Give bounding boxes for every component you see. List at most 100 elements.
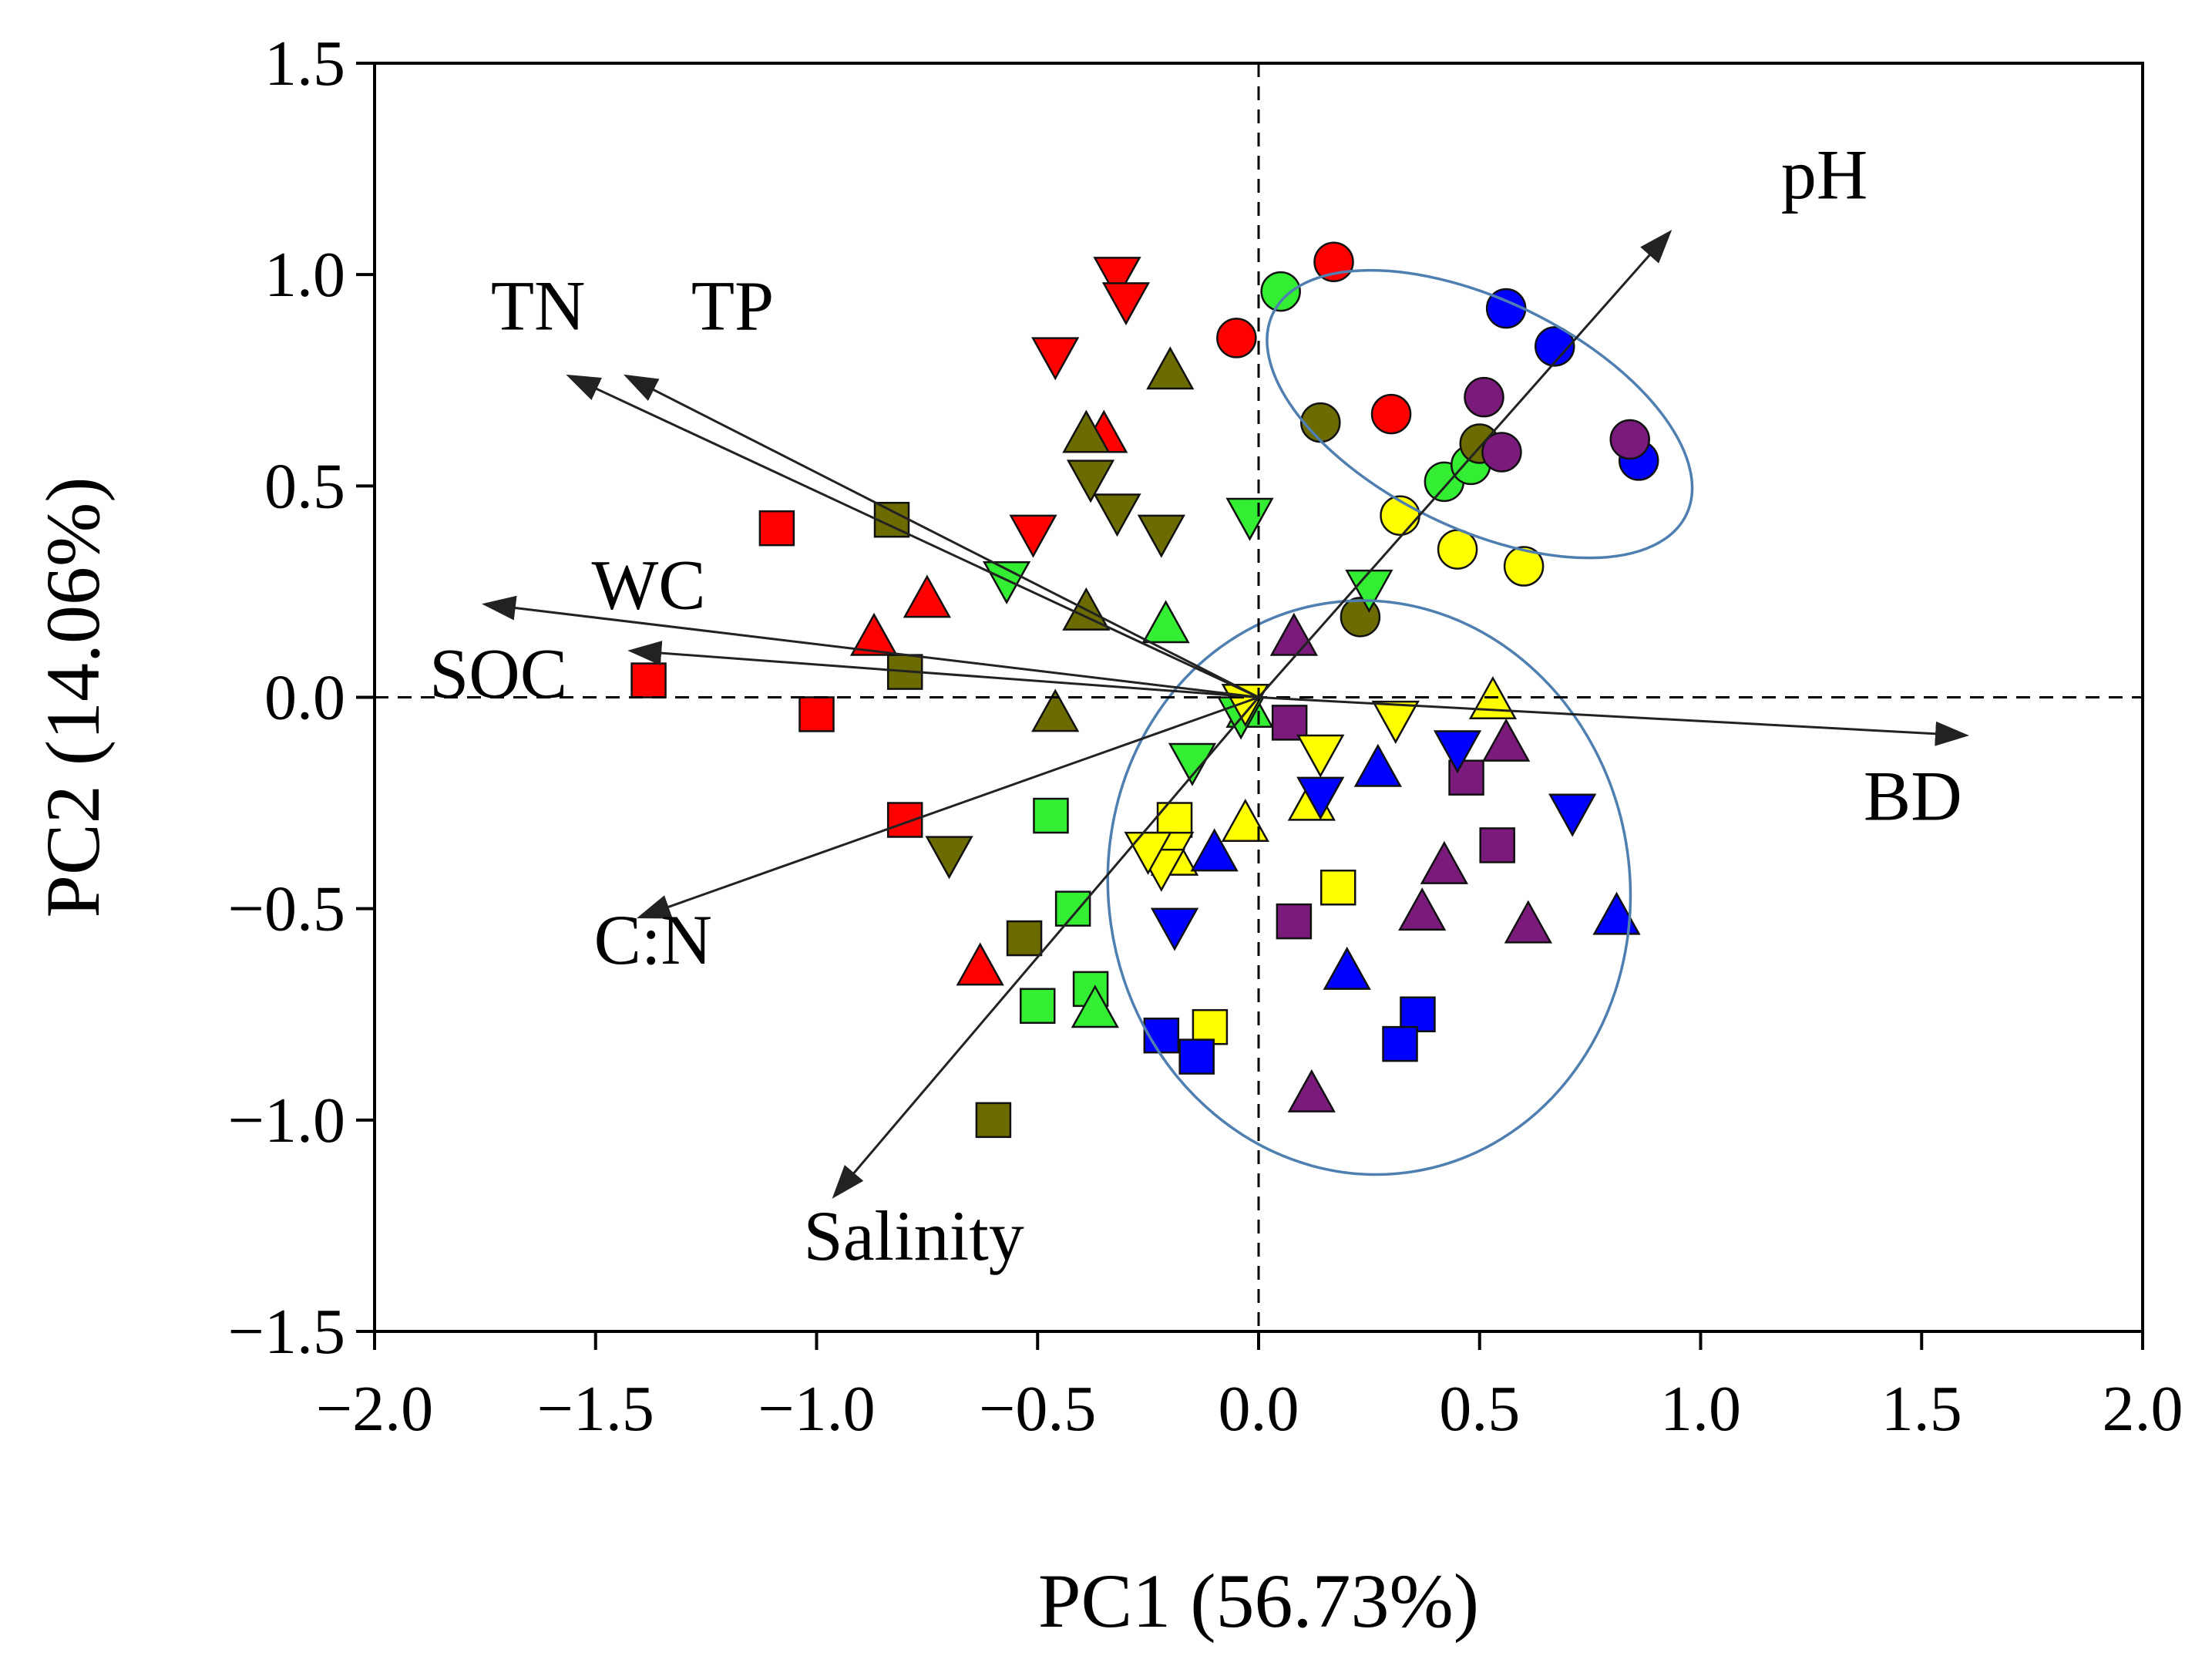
circle-point-red <box>1216 318 1257 358</box>
triangle-down-point-green <box>1168 742 1217 786</box>
vector-salinity <box>832 696 1260 1199</box>
square-point-olive <box>1006 920 1043 957</box>
circle-point-green <box>1260 271 1301 312</box>
square-point-purple <box>1479 827 1515 863</box>
x-tick-label: 1.0 <box>1660 1373 1741 1445</box>
triangle-up-point-red <box>849 612 899 656</box>
cluster-ellipse-2 <box>1106 599 1632 1176</box>
triangle-down-point-yellow <box>1124 831 1172 875</box>
square-point-olive <box>975 1102 1012 1139</box>
square-point-red <box>758 510 795 547</box>
triangle-up-point-purple <box>1287 1069 1336 1112</box>
y-tick-label: 1.0 <box>264 239 345 311</box>
circle-point-purple <box>1481 432 1522 473</box>
square-point-yellow <box>1319 870 1356 906</box>
triangle-up-point-green <box>1071 984 1119 1028</box>
triangle-up-point-olive <box>1062 409 1111 453</box>
triangle-up-point-purple <box>1482 718 1531 762</box>
x-axis-title: PC1 (56.73%) <box>1038 1558 1479 1644</box>
triangle-down-point-green <box>1225 497 1274 541</box>
triangle-down-point-red <box>1009 514 1057 558</box>
triangle-up-point-red <box>903 574 951 618</box>
square-point-red <box>798 696 835 732</box>
vector-label-soc: SOC <box>429 634 567 713</box>
triangle-down-point-red <box>1031 337 1080 381</box>
triangle-down-point-olive <box>1093 493 1141 537</box>
circle-point-red <box>1370 393 1412 435</box>
x-tick-label: 0.0 <box>1219 1373 1299 1445</box>
triangle-up-point-olive <box>1146 346 1195 390</box>
triangle-down-point-blue <box>1150 907 1199 951</box>
square-point-blue <box>1382 1025 1418 1062</box>
y-tick-label: −1.5 <box>228 1296 345 1368</box>
y-tick-label: 0.0 <box>264 662 345 734</box>
triangle-up-point-purple <box>1269 612 1319 656</box>
x-tick-label: 0.5 <box>1439 1373 1520 1445</box>
vector-bd <box>1258 696 1969 746</box>
triangle-up-point-blue <box>1323 946 1371 990</box>
y-axis-title: PC2 (14.06%) <box>30 476 116 917</box>
square-point-olive <box>873 501 910 538</box>
x-tick-label: −2.0 <box>316 1373 433 1445</box>
vector-ph <box>1257 230 1672 698</box>
y-axis-ticks: −1.5 −1.0 −0.5 0.0 0.5 1.0 1.5 <box>228 28 375 1368</box>
square-point-green <box>1054 890 1091 927</box>
square-point-red <box>630 662 667 698</box>
triangle-up-point-yellow <box>1221 798 1269 842</box>
vector-tn <box>566 374 1259 698</box>
loading-vectors: pH TN TP WC SOC C:N Salinity BD <box>429 135 1969 1275</box>
y-tick-label: 1.5 <box>264 28 345 99</box>
circle-point-purple <box>1609 419 1650 460</box>
cluster-ellipses <box>1106 268 1694 1176</box>
triangle-down-point-blue <box>1548 793 1597 837</box>
square-point-purple <box>1276 903 1313 940</box>
triangle-down-point-yellow <box>1371 700 1420 744</box>
circle-point-olive <box>1300 402 1341 443</box>
square-point-green <box>1020 988 1056 1025</box>
circle-point-purple <box>1464 376 1504 418</box>
vector-wc <box>482 595 1259 698</box>
triangle-up-point-purple <box>1420 840 1468 884</box>
vector-label-cn: C:N <box>594 900 712 979</box>
x-tick-label: 1.5 <box>1881 1373 1962 1445</box>
triangle-down-point-blue <box>1433 730 1482 774</box>
y-tick-label: −1.0 <box>228 1085 345 1156</box>
vector-label-salinity: Salinity <box>804 1196 1024 1275</box>
triangle-up-point-olive <box>1031 688 1080 732</box>
vector-cn <box>636 696 1259 919</box>
x-tick-label: 2.0 <box>2103 1373 2183 1445</box>
vector-label-tp: TP <box>691 266 774 345</box>
triangle-up-point-purple <box>1504 900 1552 944</box>
vector-label-wc: WC <box>591 545 705 624</box>
square-point-blue <box>1178 1038 1215 1075</box>
triangle-down-point-olive <box>1066 459 1115 503</box>
circle-point-blue <box>1534 326 1575 367</box>
vector-tp <box>623 374 1259 698</box>
triangle-up-point-blue <box>1592 891 1641 935</box>
triangle-down-point-blue <box>1296 776 1345 820</box>
circle-point-yellow <box>1503 546 1545 587</box>
square-point-yellow <box>1192 1008 1229 1045</box>
circle-point-red <box>1313 241 1354 282</box>
vector-label-ph: pH <box>1781 135 1867 214</box>
square-point-green <box>1033 797 1069 834</box>
triangle-up-point-red <box>956 942 1004 986</box>
square-point-purple <box>1271 705 1308 741</box>
x-tick-label: −1.0 <box>758 1373 875 1445</box>
triangle-up-point-green <box>1141 600 1190 644</box>
square-point-blue <box>1400 996 1436 1032</box>
vector-label-bd: BD <box>1864 757 1962 836</box>
x-axis-ticks: −2.0 −1.5 −1.0 −0.5 0.0 0.5 1.0 1.5 2.0 <box>316 1331 2183 1445</box>
triangle-down-point-olive <box>925 836 973 880</box>
vector-soc <box>627 641 1259 698</box>
y-tick-label: −0.5 <box>228 873 345 945</box>
triangle-down-point-red <box>1101 282 1151 326</box>
triangle-up-point-purple <box>1398 887 1447 931</box>
y-tick-label: 0.5 <box>264 450 345 522</box>
triangle-down-point-red <box>1093 257 1141 301</box>
triangle-up-point-blue <box>1190 828 1239 872</box>
triangle-up-point-blue <box>1353 743 1402 787</box>
x-tick-label: −1.5 <box>537 1373 654 1445</box>
x-tick-label: −0.5 <box>979 1373 1096 1445</box>
